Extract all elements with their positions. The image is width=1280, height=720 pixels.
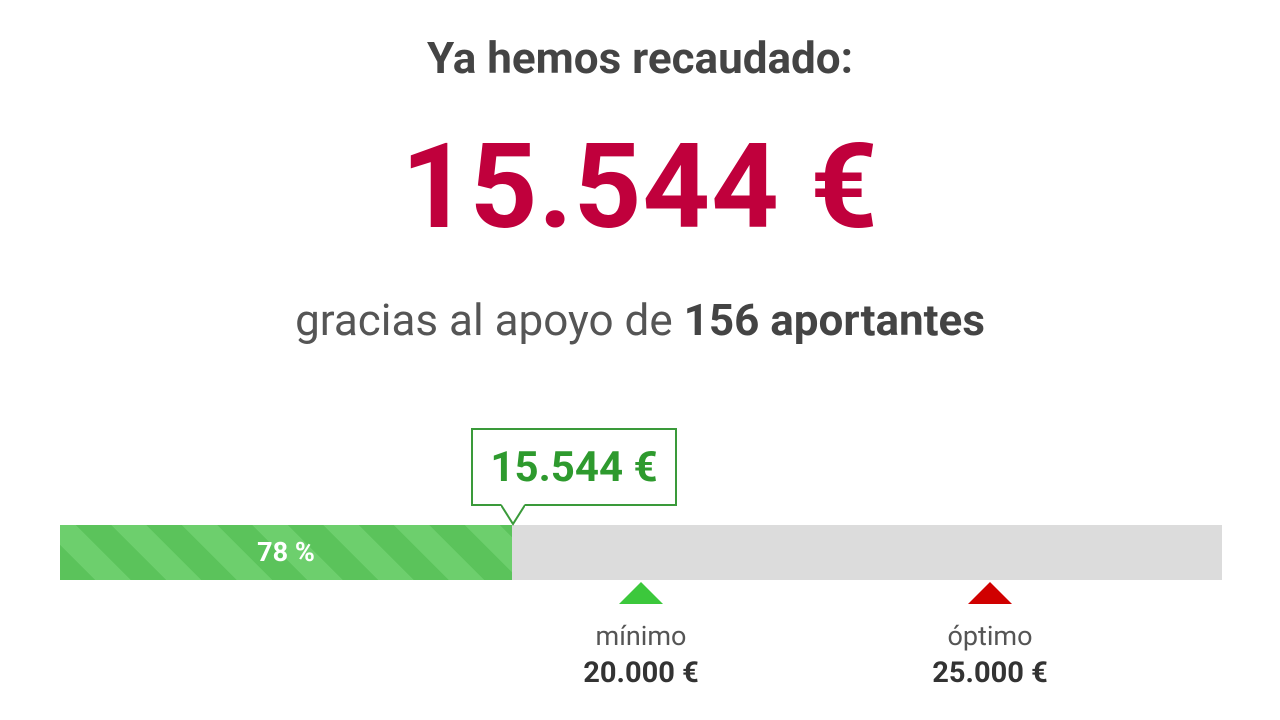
bubble-pointer — [501, 504, 525, 526]
progress-bubble: 15.544 € — [471, 428, 677, 506]
raised-amount: 15.544 € — [401, 118, 879, 256]
milestone-triangle — [619, 582, 663, 604]
backers-count: 156 aportantes — [683, 294, 985, 346]
milestone-amount: 25.000 € — [932, 656, 1048, 690]
milestone: mínimo 20.000 € — [541, 582, 741, 690]
milestone-amount: 20.000 € — [583, 656, 699, 690]
title: Ya hemos recaudado: — [426, 32, 854, 84]
thanks-text: gracias al apoyo de — [295, 294, 673, 346]
milestone: óptimo 25.000 € — [890, 582, 1090, 690]
milestone-label: óptimo — [947, 620, 1033, 652]
progress-percent: 78 % — [257, 536, 315, 568]
milestone-triangle — [968, 582, 1012, 604]
milestone-label: mínimo — [595, 620, 687, 652]
progress-fill — [60, 525, 512, 580]
thanks-line: gracias al apoyo de 156 aportantes — [0, 294, 1280, 346]
progress-track: 78 % — [60, 525, 1222, 580]
